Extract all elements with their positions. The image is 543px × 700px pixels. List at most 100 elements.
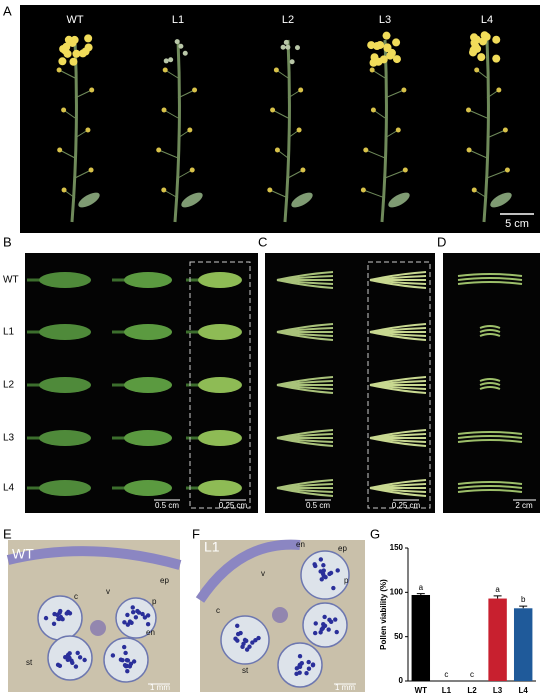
silique	[457, 281, 523, 285]
row-label: L4	[3, 483, 15, 494]
pollen	[75, 650, 80, 656]
tissue-label: p	[152, 597, 157, 606]
panel-label: E	[3, 526, 12, 541]
dashed-box	[367, 261, 431, 509]
flower	[84, 43, 93, 52]
branch	[163, 189, 179, 199]
bud	[39, 324, 91, 340]
bud	[182, 50, 188, 56]
flower	[379, 55, 388, 64]
flower	[70, 35, 79, 44]
flower	[477, 53, 486, 62]
bud	[39, 480, 91, 496]
row-label: WT	[3, 275, 19, 286]
bud	[178, 43, 184, 49]
bud	[283, 39, 289, 45]
flower	[466, 147, 472, 153]
pollen	[56, 616, 61, 622]
pollen	[297, 663, 302, 668]
flower	[471, 187, 477, 193]
line-label: L3	[379, 14, 391, 26]
pollen	[142, 615, 148, 620]
flower	[472, 44, 481, 53]
flower	[367, 41, 376, 50]
flower	[267, 187, 273, 193]
pollen	[318, 557, 324, 562]
pollen	[334, 629, 339, 635]
silique	[479, 382, 501, 386]
bud	[124, 377, 172, 393]
row-label: L3	[3, 433, 15, 444]
tissue-label: v	[106, 587, 110, 596]
pollen	[304, 671, 309, 676]
scale-label: 2 cm	[515, 501, 533, 510]
branch	[74, 129, 89, 139]
stamen	[369, 437, 427, 447]
flower	[300, 167, 306, 173]
tissue-label: c	[74, 592, 78, 601]
silique	[457, 431, 523, 435]
flower	[187, 127, 193, 133]
y-tick-label: 100	[390, 587, 404, 596]
flower	[392, 55, 401, 64]
line-label: L1	[204, 539, 220, 555]
pollen	[125, 612, 130, 618]
branch	[269, 189, 289, 199]
pollen	[321, 563, 326, 568]
flower	[402, 167, 408, 173]
bud	[124, 480, 172, 496]
line-label: WT	[12, 546, 34, 562]
y-tick-label: 150	[390, 543, 404, 552]
pollen	[135, 608, 140, 614]
pollen	[70, 660, 75, 665]
flower	[496, 87, 502, 93]
bar	[488, 598, 507, 681]
dashed-box	[189, 261, 251, 509]
flower	[84, 34, 93, 43]
branch	[371, 69, 386, 79]
pollen	[66, 655, 72, 660]
pollen	[244, 647, 250, 652]
branch	[272, 109, 289, 119]
x-tick-label: L4	[519, 686, 529, 695]
row-label: L1	[3, 327, 15, 338]
vascular	[90, 620, 106, 636]
pollen	[235, 638, 240, 643]
bud	[198, 324, 242, 340]
pollen	[130, 610, 136, 615]
branch	[59, 149, 76, 159]
scale-label: 5 cm	[505, 218, 529, 230]
pollen	[145, 622, 151, 627]
leaf	[490, 192, 512, 208]
silique	[457, 277, 523, 281]
silique	[479, 333, 501, 337]
pollen	[323, 574, 328, 580]
flower	[89, 87, 95, 93]
flower	[502, 127, 508, 133]
significance-letter: a	[495, 585, 500, 594]
pollen	[77, 655, 83, 660]
flower	[370, 107, 376, 113]
flower	[270, 107, 276, 113]
pollen	[313, 563, 318, 569]
panel-label: G	[370, 526, 380, 541]
pollen	[327, 617, 332, 623]
pollen	[122, 644, 127, 650]
significance-letter: c	[470, 670, 474, 679]
flower	[58, 57, 67, 66]
x-tick-label: WT	[415, 686, 428, 695]
flower	[61, 107, 67, 113]
pollen	[125, 622, 131, 627]
tissue-label: en	[296, 540, 305, 549]
leaf	[181, 192, 203, 208]
line-label: L1	[172, 14, 184, 26]
flower	[162, 67, 168, 73]
bud	[163, 58, 169, 64]
stamen	[276, 279, 334, 289]
flower	[57, 147, 63, 153]
pollen	[122, 663, 128, 668]
tissue	[6, 546, 182, 570]
y-axis-title: Pollen viability (%)	[379, 579, 388, 650]
pollen	[67, 651, 72, 656]
